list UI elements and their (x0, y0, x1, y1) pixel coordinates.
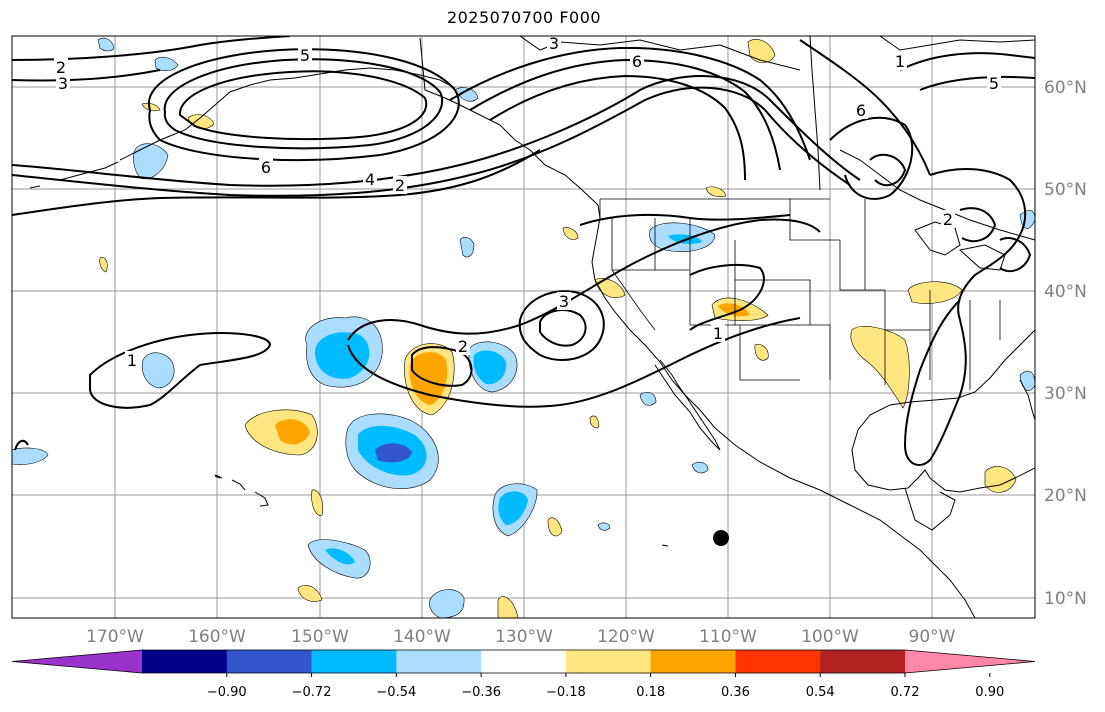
neg-anomaly-area (141, 352, 175, 389)
colorbar-segment (650, 650, 736, 673)
pos-anomaly-area (589, 415, 599, 429)
colorbar (11, 649, 1036, 674)
contour-lines (12, 36, 1035, 466)
lon-label: 150°W (291, 627, 349, 647)
pos-anomaly-core (275, 419, 310, 445)
contour-label: 6 (261, 158, 271, 177)
pos-anomaly-area (497, 596, 519, 618)
colorbar-extend-low (12, 650, 142, 673)
colorbar-ticks: −0.90 −0.72 −0.54 −0.36 −0.18 0.18 0.36 0.54 0.7… (207, 673, 1004, 700)
lat-label: 30°N (1044, 384, 1087, 404)
colorbar-tick-label: 0.18 (636, 685, 665, 700)
lon-label: 130°W (495, 627, 553, 647)
neg-anomaly-area (459, 236, 475, 258)
colorbar-tick-label: 0.72 (891, 685, 920, 700)
contour-label: 3 (58, 74, 68, 93)
neg-anomaly-core (498, 491, 528, 525)
colorbar-tick-label: −0.90 (207, 685, 247, 700)
neg-anomaly-area (12, 447, 49, 465)
neg-anomaly-core (473, 350, 507, 385)
contour-label: 1 (127, 351, 137, 370)
contour-label-group: 2 3 5 6 4 2 3 2 1 1 3 6 5 6 (54, 34, 1001, 370)
colorbar-segment (396, 650, 482, 673)
contour-label: 3 (549, 34, 559, 53)
contour-label: 3 (559, 292, 569, 311)
map-frame (11, 35, 1036, 619)
colorbar-segment (226, 650, 313, 673)
pos-anomaly-area (754, 343, 769, 361)
pos-anomaly-area (850, 326, 910, 409)
lat-label: 60°N (1044, 78, 1087, 98)
colorbar-tick-label: 0.54 (806, 685, 835, 700)
lon-label: 110°W (699, 627, 757, 647)
colorbar-tick-label: −0.72 (292, 685, 332, 700)
pos-anomaly-area (547, 517, 563, 537)
colorbar-segment (735, 650, 821, 673)
lon-label: 100°W (801, 627, 859, 647)
anomaly-shading (12, 37, 1035, 618)
lon-axis-labels: 170°W 160°W 150°W 140°W 130°W 120°W 110°… (86, 627, 956, 647)
lat-label: 20°N (1044, 486, 1087, 506)
location-marker (713, 530, 729, 546)
contour-label: 5 (989, 74, 999, 93)
lon-label: 140°W (393, 627, 451, 647)
contour-label: 4 (365, 170, 375, 189)
neg-anomaly-area (97, 37, 115, 52)
colorbar-segment (820, 650, 906, 673)
colorbar-extend-high (905, 650, 1035, 673)
pos-anomaly-area (705, 186, 727, 198)
contour-label: 2 (395, 176, 405, 195)
lon-label: 170°W (86, 627, 144, 647)
neg-anomaly-area (429, 589, 465, 618)
lat-label: 10°N (1044, 589, 1087, 609)
neg-anomaly-area (639, 392, 657, 406)
contour-label: 2 (458, 337, 468, 356)
colorbar-segment (565, 650, 652, 673)
contour-label: 2 (943, 210, 953, 229)
contour-label: 6 (632, 52, 642, 71)
colorbar-tick-label: −0.18 (546, 685, 586, 700)
contour-label: 1 (895, 52, 905, 71)
neg-anomaly-core (325, 548, 355, 565)
pos-anomaly-area (907, 281, 963, 304)
political-borders (599, 198, 1001, 390)
lon-label: 90°W (909, 627, 956, 647)
contour-label: 2 (56, 58, 66, 77)
pos-anomaly-area (562, 227, 579, 240)
lon-label: 160°W (188, 627, 246, 647)
colorbar-tick-label: 0.90 (975, 685, 1004, 700)
colorbar-segment (311, 650, 397, 673)
colorbar-segment (481, 650, 567, 673)
neg-anomaly-area (691, 461, 709, 474)
colorbar-tick-label: −0.36 (461, 685, 501, 700)
coastlines (29, 36, 1035, 618)
lat-label: 40°N (1044, 282, 1087, 302)
lat-label: 50°N (1044, 180, 1087, 200)
lat-axis-labels: 60°N 50°N 40°N 30°N 20°N 10°N (1044, 78, 1087, 609)
pos-anomaly-area (747, 39, 776, 63)
neg-anomaly-peak (375, 443, 412, 463)
contour-label: 6 (856, 101, 866, 120)
neg-anomaly-area (133, 143, 169, 180)
pos-anomaly-area (311, 489, 323, 516)
contour-label: 5 (300, 46, 310, 65)
neg-anomaly-core (314, 332, 370, 379)
pos-anomaly-core (718, 303, 750, 317)
neg-anomaly-area (597, 522, 611, 531)
lon-label: 120°W (597, 627, 655, 647)
map-title: 2025070700 F000 (446, 8, 602, 27)
contour-label: 1 (713, 324, 723, 343)
colorbar-tick-label: −0.54 (376, 685, 416, 700)
colorbar-segment (142, 650, 228, 673)
pos-anomaly-area (297, 585, 323, 602)
colorbar-tick-label: 0.36 (721, 685, 750, 700)
neg-anomaly-area (454, 87, 479, 102)
colorbar-outline (11, 649, 1036, 674)
pos-anomaly-area (99, 257, 108, 273)
neg-anomaly-area (154, 56, 179, 71)
